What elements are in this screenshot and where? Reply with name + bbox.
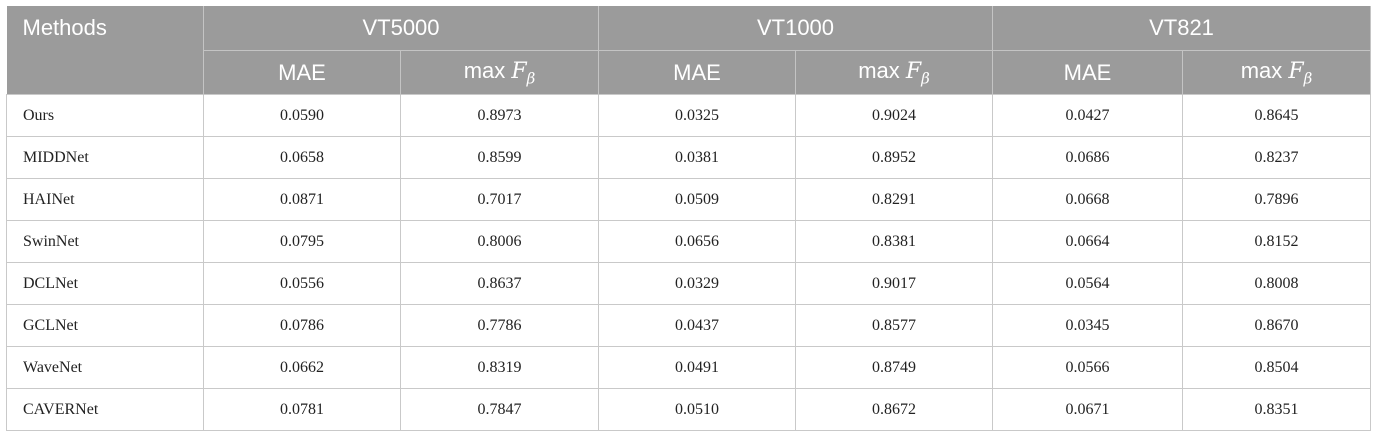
method-name: CAVERNet (6, 388, 204, 431)
metric-header-mae: MAE (203, 50, 401, 95)
method-name: MIDDNet (6, 136, 204, 179)
cell-vt5000-maxf: 0.8319 (400, 346, 599, 389)
cell-vt821-mae: 0.0566 (992, 346, 1183, 389)
group-header-vt5000: VT5000 (203, 6, 599, 51)
maxf-prefix: max (1240, 57, 1283, 83)
cell-vt821-mae: 0.0664 (992, 220, 1183, 263)
cell-vt5000-mae: 0.0658 (203, 136, 401, 179)
maxf-symbol: Fβ (511, 58, 536, 88)
header-row-groups: Methods VT5000 VT1000 VT821 (6, 6, 1372, 95)
table-header: Methods VT5000 VT1000 VT821 MAE max Fβ M… (6, 6, 1372, 95)
maxf-subscript: β (921, 69, 930, 88)
maxf-letter: F (1288, 58, 1304, 84)
cell-vt821-mae: 0.0671 (992, 388, 1183, 431)
cell-vt5000-mae: 0.0556 (203, 262, 401, 305)
cell-vt5000-mae: 0.0871 (203, 178, 401, 221)
table-row: HAINet 0.0871 0.7017 0.0509 0.8291 0.066… (6, 178, 1372, 221)
maxf-letter: F (511, 58, 527, 84)
cell-vt821-maxf: 0.8351 (1181, 388, 1372, 431)
cell-vt1000-mae: 0.0510 (598, 388, 796, 431)
cell-vt5000-maxf: 0.8599 (400, 136, 599, 179)
table-row: Ours 0.0590 0.8973 0.0325 0.9024 0.0427 … (6, 94, 1372, 137)
table-row: DCLNet 0.0556 0.8637 0.0329 0.9017 0.056… (6, 262, 1372, 305)
cell-vt1000-mae: 0.0381 (598, 136, 796, 179)
metric-header-maxf: max Fβ (1181, 50, 1372, 95)
cell-vt821-mae: 0.0686 (992, 136, 1183, 179)
cell-vt821-mae: 0.0564 (992, 262, 1183, 305)
cell-vt5000-mae: 0.0786 (203, 304, 401, 347)
cell-vt5000-mae: 0.0795 (203, 220, 401, 263)
maxf-prefix: max (858, 57, 900, 83)
cell-vt5000-maxf: 0.7847 (400, 388, 599, 431)
cell-vt1000-maxf: 0.9024 (795, 94, 993, 137)
maxf-symbol: Fβ (905, 58, 930, 88)
table-row: GCLNet 0.0786 0.7786 0.0437 0.8577 0.034… (6, 304, 1372, 347)
method-name: GCLNet (6, 304, 204, 347)
cell-vt821-mae: 0.0427 (992, 94, 1183, 137)
cell-vt1000-maxf: 0.8952 (795, 136, 993, 179)
group-header-vt821: VT821 (991, 6, 1372, 51)
cell-vt1000-maxf: 0.8672 (795, 388, 993, 431)
cell-vt1000-mae: 0.0656 (598, 220, 796, 263)
method-name: DCLNet (6, 262, 204, 305)
metric-header-mae: MAE (598, 50, 796, 95)
metric-header-mae: MAE (992, 50, 1183, 95)
cell-vt1000-maxf: 0.8381 (795, 220, 993, 263)
group-header-vt1000: VT1000 (598, 6, 993, 51)
table-row: MIDDNet 0.0658 0.8599 0.0381 0.8952 0.06… (6, 136, 1372, 179)
cell-vt1000-maxf: 0.9017 (795, 262, 993, 305)
cell-vt821-maxf: 0.8504 (1181, 346, 1372, 389)
cell-vt1000-mae: 0.0437 (598, 304, 796, 347)
results-table-container: Methods VT5000 VT1000 VT821 MAE max Fβ M… (6, 6, 1372, 431)
cell-vt1000-maxf: 0.8577 (795, 304, 993, 347)
cell-vt821-mae: 0.0345 (992, 304, 1183, 347)
cell-vt821-maxf: 0.8152 (1181, 220, 1372, 263)
cell-vt1000-mae: 0.0509 (598, 178, 796, 221)
table-row: SwinNet 0.0795 0.8006 0.0656 0.8381 0.06… (6, 220, 1372, 263)
cell-vt5000-mae: 0.0781 (203, 388, 401, 431)
maxf-symbol: Fβ (1288, 58, 1313, 88)
cell-vt5000-maxf: 0.8006 (400, 220, 599, 263)
cell-vt821-maxf: 0.8670 (1181, 304, 1372, 347)
maxf-prefix: max (463, 57, 506, 83)
cell-vt821-maxf: 0.8008 (1181, 262, 1372, 305)
method-name: HAINet (6, 178, 204, 221)
table-body: Ours 0.0590 0.8973 0.0325 0.9024 0.0427 … (6, 94, 1372, 431)
cell-vt821-maxf: 0.8237 (1181, 136, 1372, 179)
cell-vt5000-mae: 0.0662 (203, 346, 401, 389)
method-name: Ours (6, 94, 204, 137)
table-row: CAVERNet 0.0781 0.7847 0.0510 0.8672 0.0… (6, 388, 1372, 431)
header-row-metrics: MAE max Fβ MAE max Fβ MAE max Fβ (7, 50, 1372, 95)
cell-vt5000-maxf: 0.7786 (400, 304, 599, 347)
results-table: Methods VT5000 VT1000 VT821 MAE max Fβ M… (6, 6, 1372, 431)
cell-vt1000-mae: 0.0329 (598, 262, 796, 305)
table-row: WaveNet 0.0662 0.8319 0.0491 0.8749 0.05… (6, 346, 1372, 389)
cell-vt5000-maxf: 0.8973 (400, 94, 599, 137)
maxf-subscript: β (1303, 69, 1313, 88)
metric-header-maxf: max Fβ (795, 50, 993, 95)
method-name: SwinNet (6, 220, 204, 263)
metric-header-maxf: max Fβ (400, 50, 599, 95)
maxf-subscript: β (526, 69, 536, 88)
cell-vt5000-maxf: 0.7017 (400, 178, 599, 221)
cell-vt1000-mae: 0.0491 (598, 346, 796, 389)
cell-vt1000-mae: 0.0325 (598, 94, 796, 137)
method-name: WaveNet (6, 346, 204, 389)
maxf-letter: F (905, 58, 922, 84)
cell-vt5000-mae: 0.0590 (203, 94, 401, 137)
cell-vt1000-maxf: 0.8291 (795, 178, 993, 221)
methods-header: Methods (6, 6, 204, 95)
cell-vt821-mae: 0.0668 (992, 178, 1183, 221)
cell-vt821-maxf: 0.7896 (1181, 178, 1372, 221)
cell-vt1000-maxf: 0.8749 (795, 346, 993, 389)
cell-vt5000-maxf: 0.8637 (400, 262, 599, 305)
cell-vt821-maxf: 0.8645 (1181, 94, 1372, 137)
